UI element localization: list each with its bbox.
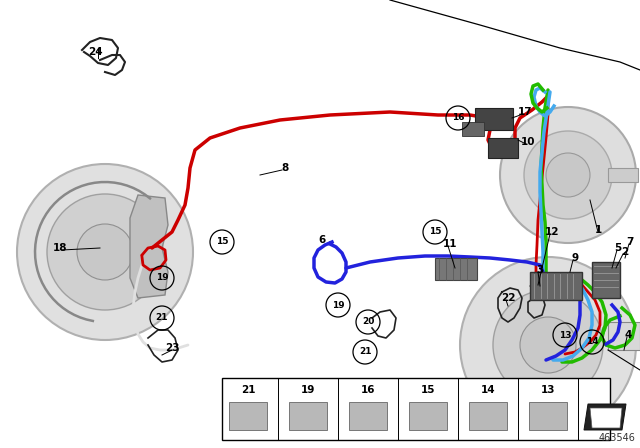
- Text: 20: 20: [362, 318, 374, 327]
- Circle shape: [493, 290, 603, 400]
- Bar: [409, 402, 447, 430]
- Bar: [222, 378, 610, 440]
- Bar: [488, 138, 518, 158]
- Text: 19: 19: [332, 301, 344, 310]
- Circle shape: [524, 131, 612, 219]
- Bar: [469, 402, 507, 430]
- Text: 21: 21: [241, 385, 255, 395]
- Text: 17: 17: [518, 107, 532, 117]
- Bar: [229, 402, 267, 430]
- Text: 9: 9: [572, 253, 579, 263]
- Text: 24: 24: [88, 47, 102, 57]
- Bar: [529, 402, 567, 430]
- Text: 13: 13: [559, 331, 572, 340]
- Text: 11: 11: [443, 239, 457, 249]
- Bar: [289, 402, 327, 430]
- Bar: [435, 258, 477, 280]
- Text: 2: 2: [621, 247, 628, 257]
- Text: 4: 4: [624, 330, 632, 340]
- Text: 15: 15: [420, 385, 435, 395]
- Circle shape: [520, 317, 576, 373]
- Circle shape: [47, 194, 163, 310]
- Bar: [592, 262, 620, 298]
- Text: 21: 21: [156, 314, 168, 323]
- Text: 16: 16: [452, 113, 464, 122]
- Text: 12: 12: [545, 227, 559, 237]
- Bar: [462, 122, 484, 136]
- Text: 23: 23: [164, 343, 179, 353]
- Text: 463546: 463546: [598, 433, 635, 443]
- Bar: [475, 108, 513, 130]
- Text: 21: 21: [359, 348, 371, 357]
- Circle shape: [460, 257, 636, 433]
- Circle shape: [500, 107, 636, 243]
- Bar: [608, 322, 640, 350]
- Text: 22: 22: [500, 293, 515, 303]
- Polygon shape: [590, 408, 622, 428]
- Text: 1: 1: [595, 225, 602, 235]
- Text: 14: 14: [481, 385, 495, 395]
- Text: 6: 6: [318, 235, 326, 245]
- Bar: [608, 168, 638, 182]
- Circle shape: [546, 153, 590, 197]
- Text: 5: 5: [614, 243, 621, 253]
- Text: 8: 8: [282, 163, 289, 173]
- Text: 16: 16: [361, 385, 375, 395]
- Text: 13: 13: [541, 385, 556, 395]
- Bar: [349, 402, 387, 430]
- Text: 18: 18: [52, 243, 67, 253]
- Text: 15: 15: [216, 237, 228, 246]
- Circle shape: [77, 224, 133, 280]
- Text: 19: 19: [156, 273, 168, 283]
- Polygon shape: [584, 404, 626, 430]
- Text: 7: 7: [627, 237, 634, 247]
- Polygon shape: [130, 195, 168, 298]
- Text: 10: 10: [521, 137, 535, 147]
- Text: 14: 14: [586, 337, 598, 346]
- Bar: [530, 272, 582, 300]
- Text: 3: 3: [536, 265, 543, 275]
- Text: 15: 15: [429, 228, 441, 237]
- Circle shape: [17, 164, 193, 340]
- Text: 19: 19: [301, 385, 315, 395]
